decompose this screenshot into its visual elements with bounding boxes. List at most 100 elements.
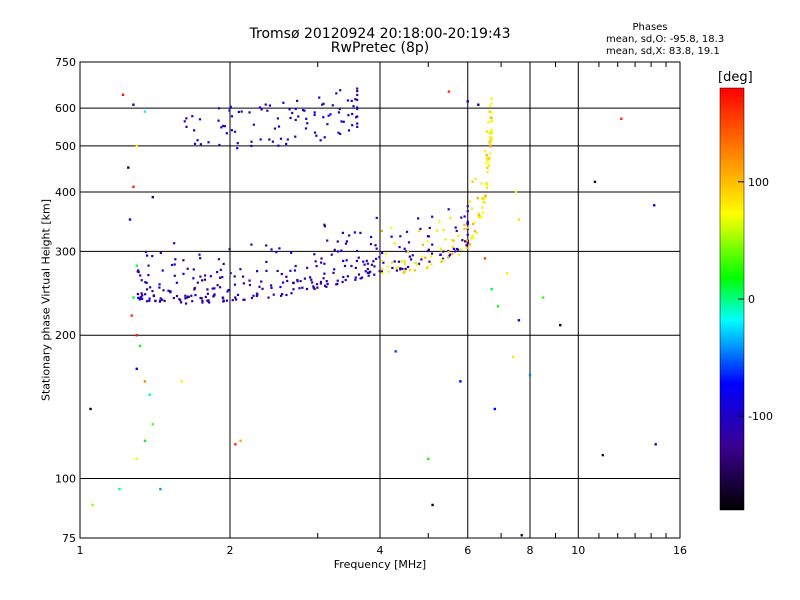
scatter-point [225, 299, 229, 302]
scatter-point [354, 276, 357, 279]
x-tick-label: 6 [464, 544, 471, 557]
scatter-point [488, 110, 491, 113]
scatter-point [468, 200, 471, 203]
scatter-point [313, 287, 316, 291]
scatter-point [380, 229, 384, 232]
scatter-point [394, 350, 397, 353]
scatter-point [313, 253, 316, 256]
scatter-point [313, 113, 316, 117]
scatter-point [265, 260, 268, 264]
scatter-point [148, 393, 151, 396]
scatter-point [404, 250, 408, 253]
scatter-point [447, 208, 450, 211]
scatter-point [356, 98, 359, 101]
scatter-point [408, 255, 411, 258]
scatter-point [481, 206, 484, 209]
scatter-point [489, 140, 493, 143]
scatter-point [469, 244, 472, 247]
scatter-point [505, 272, 509, 275]
scatter-point [277, 125, 281, 128]
scatter-point [289, 116, 292, 120]
scatter-point [380, 259, 383, 262]
scatter-point [457, 234, 460, 238]
scatter-point [478, 214, 481, 217]
scatter-point [145, 281, 148, 284]
scatter-point [593, 180, 597, 184]
scatter-point [135, 367, 138, 371]
scatter-point [196, 139, 199, 142]
scatter-point [294, 118, 297, 122]
scatter-point [315, 283, 319, 286]
scatter-point [486, 156, 489, 159]
scatter-point [373, 273, 376, 276]
scatter-point [147, 273, 150, 277]
scatter-point [198, 253, 201, 256]
scatter-point [255, 292, 259, 295]
scatter-point [186, 267, 189, 270]
scatter-point [475, 231, 478, 234]
scatter-point [250, 140, 253, 143]
scatter-point [323, 284, 327, 287]
scatter-point [439, 253, 442, 256]
scatter-point [208, 301, 211, 304]
scatter-point [183, 120, 186, 123]
scatter-point [442, 228, 445, 231]
scatter-point [490, 128, 493, 132]
y-tick-label: 200 [55, 329, 76, 342]
x-tick-label: 2 [227, 544, 234, 557]
scatter-point [452, 247, 455, 250]
scatter-point [417, 217, 420, 220]
scatter-point [418, 229, 421, 233]
scatter-point [343, 264, 347, 268]
scatter-point [483, 196, 486, 199]
scatter-point [356, 115, 359, 118]
scatter-point [298, 287, 301, 290]
scatter-point [193, 142, 197, 145]
scatter-point [320, 261, 323, 264]
scatter-point [367, 274, 370, 277]
scatter-point [378, 270, 381, 273]
scatter-point [490, 102, 493, 105]
scatter-point [421, 243, 424, 246]
scatter-point [268, 138, 271, 141]
scatter-point [143, 439, 147, 443]
scatter-point [149, 286, 152, 289]
scatter-point [290, 251, 293, 254]
scatter-point [399, 267, 402, 270]
scatter-point [233, 275, 236, 278]
scatter-point [455, 229, 458, 233]
scatter-point [473, 230, 476, 233]
scatter-point [468, 242, 471, 246]
axis-ticks: 1 2 4 6 8 10 16 75 100 200 300 400 500 600 750 [55, 56, 687, 557]
scatter-point [182, 259, 185, 262]
scatter-point [322, 102, 325, 105]
scatter-point [457, 248, 460, 251]
scatter-point [282, 101, 285, 104]
scatter-point [517, 319, 521, 322]
scatter-point [305, 117, 308, 120]
scatter-point [442, 250, 445, 253]
scatter-point [297, 115, 300, 118]
scatter-point [267, 296, 270, 299]
scatter-point [395, 269, 399, 272]
scatter-point [314, 260, 317, 263]
scatter-point [173, 242, 176, 245]
scatter-point [483, 257, 487, 260]
scatter-point [340, 249, 343, 252]
scatter-point [280, 272, 283, 276]
y-tick-label: 75 [62, 532, 76, 545]
scatter-point [399, 235, 402, 238]
scatter-point [321, 103, 324, 106]
scatter-point [485, 186, 489, 189]
scatter-point [145, 254, 149, 257]
scatter-point [143, 110, 147, 113]
chart-subtitle: RwPretec (8p) [330, 40, 430, 56]
scatter-point [148, 299, 151, 302]
scatter-point [393, 242, 397, 245]
scatter-point [451, 245, 454, 248]
scatter-point [333, 248, 336, 251]
scatter-point [158, 283, 161, 286]
scatter-point [342, 275, 345, 279]
scatter-point [451, 252, 454, 255]
scatter-point [620, 117, 623, 120]
